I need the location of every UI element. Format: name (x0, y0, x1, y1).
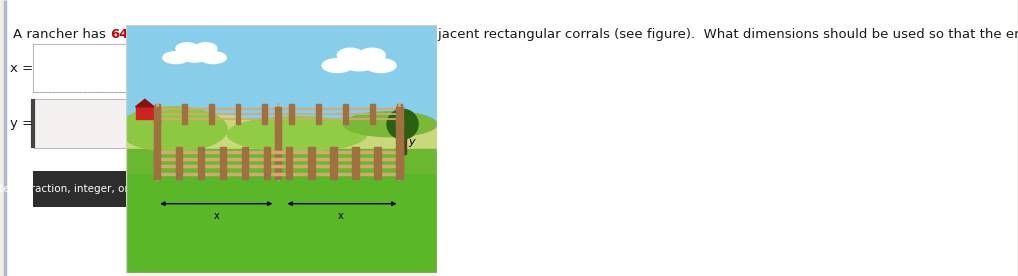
Bar (126, 199, 437, 273)
Ellipse shape (322, 59, 352, 73)
Bar (275, 121, 281, 138)
Bar (242, 147, 248, 179)
Text: 640: 640 (110, 28, 138, 41)
Bar (352, 147, 358, 179)
Text: feet of fencing with which to enclose two adjacent rectangular corrals (see figu: feet of fencing with which to enclose tw… (138, 28, 1018, 41)
Text: ft: ft (155, 117, 165, 130)
Bar (375, 147, 381, 179)
Ellipse shape (337, 48, 363, 62)
Bar (275, 161, 281, 179)
Bar (396, 147, 402, 179)
Ellipse shape (227, 117, 366, 152)
Ellipse shape (343, 112, 437, 137)
Text: ✗: ✗ (136, 61, 150, 76)
Bar (286, 147, 292, 179)
Bar (154, 161, 161, 179)
Bar (317, 104, 322, 124)
FancyBboxPatch shape (33, 99, 129, 148)
Bar (265, 147, 271, 179)
Bar (154, 134, 161, 152)
Bar (176, 147, 182, 179)
Ellipse shape (176, 43, 199, 55)
Bar (396, 161, 402, 179)
Ellipse shape (163, 52, 189, 63)
FancyBboxPatch shape (5, 0, 1017, 276)
Bar (135, 107, 154, 119)
Bar (289, 104, 294, 124)
Ellipse shape (387, 109, 418, 139)
Bar (199, 147, 205, 179)
Bar (396, 107, 402, 124)
Text: ✗: ✗ (136, 116, 150, 131)
Bar (154, 147, 161, 179)
Bar (343, 104, 348, 124)
Bar (275, 107, 281, 124)
FancyBboxPatch shape (33, 44, 129, 92)
Bar (209, 104, 214, 124)
Polygon shape (126, 112, 437, 161)
Bar (154, 121, 161, 138)
Ellipse shape (118, 107, 227, 152)
Text: ft: ft (155, 62, 165, 75)
Bar (126, 174, 437, 273)
Bar (396, 121, 402, 138)
Bar (308, 147, 315, 179)
Bar (397, 104, 402, 124)
Text: y =: y = (10, 117, 34, 130)
Bar (220, 147, 226, 179)
Bar (235, 104, 240, 124)
Text: x: x (214, 211, 219, 221)
Polygon shape (135, 99, 154, 107)
Bar (155, 104, 160, 124)
Bar (181, 104, 186, 124)
Ellipse shape (194, 43, 217, 55)
Bar (126, 149, 437, 273)
Bar (154, 107, 161, 124)
Ellipse shape (359, 48, 385, 62)
Bar (275, 134, 281, 152)
Text: A rancher has: A rancher has (13, 28, 110, 41)
Bar (399, 134, 405, 154)
FancyBboxPatch shape (33, 171, 272, 207)
Bar (154, 148, 161, 165)
Text: y: y (409, 137, 415, 147)
Bar (396, 148, 402, 165)
Text: x =: x = (10, 62, 34, 75)
Bar (396, 134, 402, 152)
Bar (263, 104, 268, 124)
Ellipse shape (201, 52, 226, 63)
Ellipse shape (179, 47, 210, 62)
Bar (371, 104, 375, 124)
Ellipse shape (342, 54, 377, 71)
Ellipse shape (365, 59, 396, 73)
Bar (275, 148, 281, 165)
Bar (330, 147, 337, 179)
Text: x: x (338, 211, 343, 221)
Text: Enter a fraction, integer, or exact decimal. Do not approximate.: Enter a fraction, integer, or exact deci… (0, 184, 319, 194)
